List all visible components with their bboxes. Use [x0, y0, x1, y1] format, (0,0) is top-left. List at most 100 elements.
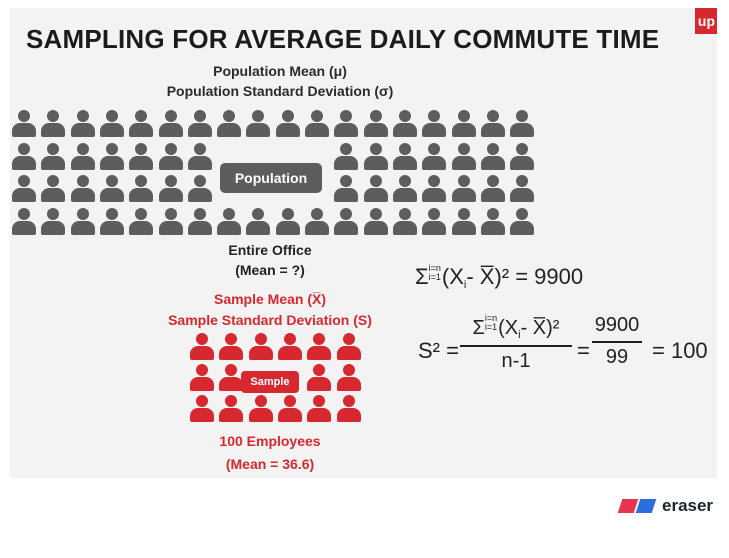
population-person-icon [41, 207, 66, 235]
sample-person-icon [336, 395, 361, 422]
population-person-icon [451, 175, 476, 202]
variance-numerator: Σi=n i=1(Xi- X̅)² [460, 313, 572, 342]
variance-denominator: n-1 [501, 349, 531, 372]
population-person-icon [422, 207, 447, 235]
population-person-icon [363, 175, 388, 202]
people-icons [10, 8, 717, 478]
variance-lhs: S² = [418, 338, 459, 363]
population-person-icon [480, 207, 505, 235]
population-person-icon [510, 175, 535, 202]
sample-person-icon [219, 395, 244, 422]
population-person-icon [12, 207, 36, 235]
brand-logo: up [695, 8, 717, 34]
eraser-logo-icon [617, 499, 657, 513]
sample-person-icon [277, 395, 302, 422]
numeric-numerator: 9900 [594, 314, 640, 336]
population-person-icon [187, 175, 212, 202]
population-person-icon [334, 175, 359, 202]
formula-term-rest: - X̅)² [520, 317, 560, 339]
population-person-icon [158, 110, 183, 137]
sample-person-icon [190, 364, 214, 391]
population-person-icon [334, 207, 359, 235]
population-person-icon [246, 207, 271, 235]
population-person-icon [422, 175, 447, 202]
population-person-icon [99, 175, 124, 202]
population-person-icon [363, 207, 388, 235]
population-person-icon [158, 175, 183, 202]
formula-subscript: i [518, 329, 521, 341]
population-person-icon [99, 110, 124, 137]
population-person-icon [12, 142, 36, 170]
population-person-icon [305, 110, 329, 137]
population-person-icon [41, 110, 66, 137]
population-person-icon [363, 110, 388, 137]
slide-title: SAMPLING FOR AVERAGE DAILY COMMUTE TIME [26, 24, 660, 54]
population-person-icon [12, 110, 36, 137]
eraser-wordmark: eraser [662, 496, 714, 515]
formula-result: - X̅)² = 9900 [466, 264, 584, 289]
population-person-icon [480, 110, 505, 137]
formula-term: (X [498, 317, 519, 339]
sample-person-icon [248, 333, 273, 360]
sample-person-icon [307, 333, 332, 360]
population-person-icon [334, 142, 359, 170]
variance-result: = 100 [652, 338, 708, 363]
population-person-icon [334, 110, 359, 137]
population-caption: Entire Office [228, 242, 312, 258]
population-person-icon [187, 207, 212, 235]
sum-upper-limit: i=n [428, 263, 441, 273]
population-person-icon [187, 142, 212, 170]
formula-term: (X [441, 264, 464, 289]
sigma-symbol: Σ [472, 317, 485, 339]
formula-subscript: i [463, 279, 467, 291]
sample-caption: 100 Employees [219, 433, 321, 449]
sample-person-icon [307, 364, 332, 391]
sample-person-icon [336, 333, 361, 360]
population-person-icon [510, 207, 535, 235]
population-person-icon [41, 142, 66, 170]
sample-mean-value: (Mean = 36.6) [225, 456, 315, 472]
population-person-icon [158, 207, 183, 235]
population-person-icon [451, 142, 476, 170]
population-mean-label: Population Mean (μ) [213, 63, 347, 79]
slide: SAMPLING FOR AVERAGE DAILY COMMUTE TIME … [10, 8, 717, 478]
population-person-icon [129, 207, 154, 235]
sample-person-icon [190, 395, 214, 422]
sum-upper-limit: i=n [484, 313, 498, 323]
population-person-icon [422, 110, 447, 137]
population-person-icon [41, 175, 66, 202]
sum-limits: i=n i=1 [429, 264, 441, 282]
population-person-icon [70, 142, 95, 170]
population-person-icon [510, 142, 535, 170]
sample-person-icon [248, 395, 273, 422]
population-person-icon [451, 207, 476, 235]
population-person-icon [246, 110, 271, 137]
sample-box: Sample [241, 371, 299, 393]
sample-person-icon [277, 333, 302, 360]
population-person-icon [12, 175, 36, 202]
population-person-icon [392, 142, 417, 170]
population-person-icon [480, 175, 505, 202]
population-person-icon [99, 142, 124, 170]
numeric-fraction: 9900 99 [592, 314, 642, 369]
population-person-icon [392, 175, 417, 202]
population-person-icon [510, 110, 535, 137]
population-mean-value: (Mean = ?) [235, 262, 305, 278]
population-person-icon [129, 110, 154, 137]
population-person-icon [129, 142, 154, 170]
population-person-icon [451, 110, 476, 137]
fraction-bar [592, 341, 642, 343]
population-person-icon [392, 110, 417, 137]
population-sd-label: Population Standard Deviation (σ) [166, 83, 394, 99]
population-person-icon [187, 110, 212, 137]
sample-person-icon [219, 333, 244, 360]
population-person-icon [70, 175, 95, 202]
sample-sd-label: Sample Standard Deviation (S) [168, 312, 372, 328]
population-person-icon [275, 207, 300, 235]
sample-person-icon [307, 395, 332, 422]
population-person-icon [70, 110, 95, 137]
sample-person-icon [190, 333, 214, 360]
sample-person-icon [219, 364, 244, 391]
population-person-icon [217, 110, 242, 137]
population-person-icon [129, 175, 154, 202]
